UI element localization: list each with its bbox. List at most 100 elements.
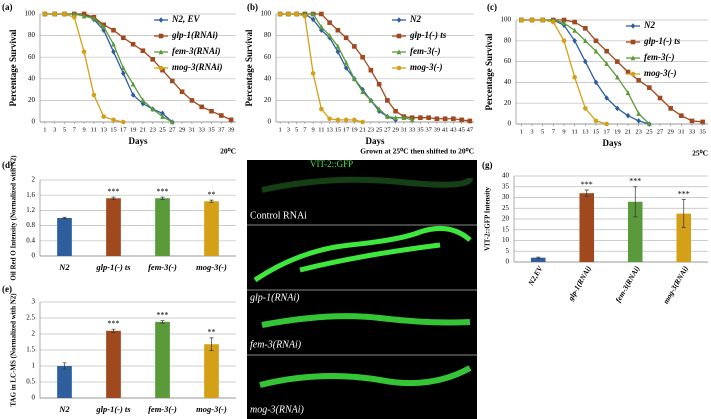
marker xyxy=(426,115,431,120)
x-tick-label: 25 xyxy=(376,126,383,133)
x-axis-label: Days xyxy=(602,138,621,148)
x-tick-label: 5 xyxy=(63,126,66,133)
significance-label: ** xyxy=(208,328,216,337)
x-tick-label: N2 xyxy=(58,262,70,272)
error-bar xyxy=(160,196,165,200)
marker xyxy=(160,110,165,117)
x-tick-label: 1 xyxy=(43,126,46,133)
marker xyxy=(130,92,136,98)
legend-marker xyxy=(396,49,402,55)
bar xyxy=(155,321,170,398)
y-tick-label: 80 xyxy=(504,36,512,44)
y-tick-label: 20 xyxy=(502,215,510,223)
marker xyxy=(583,106,588,111)
legend-label: fem-3(RNAi) xyxy=(172,46,221,56)
marker xyxy=(442,116,448,122)
marker xyxy=(529,17,535,23)
x-tick-label: 29 xyxy=(179,126,186,133)
legend-marker xyxy=(630,55,636,61)
marker xyxy=(572,19,577,25)
x-axis-label: Days xyxy=(365,136,384,146)
panel-label: (d) xyxy=(2,160,13,170)
error-bar xyxy=(536,256,541,259)
x-tick-label: 39 xyxy=(228,126,235,133)
panel-label: (g) xyxy=(482,160,493,170)
x-tick-label: 41 xyxy=(442,126,449,133)
series-line xyxy=(44,13,173,123)
x-tick-label: 27 xyxy=(384,126,391,133)
legend-label: N2 xyxy=(643,20,655,30)
bar xyxy=(57,366,72,398)
x-tick-label: N2,EV xyxy=(526,263,545,287)
x-tick-label: 25 xyxy=(646,128,653,135)
legend-marker xyxy=(158,17,164,23)
marker xyxy=(335,27,341,33)
y-tick-label: 0 xyxy=(32,252,36,260)
marker xyxy=(636,110,641,116)
y-axis-label: VIT-2::GFP Intensity xyxy=(484,186,492,251)
legend-label: mog-3(-) xyxy=(644,68,677,78)
y-tick-label: 60 xyxy=(28,53,36,61)
bar xyxy=(106,198,121,256)
legend-marker xyxy=(158,65,164,71)
y-tick-label: 20 xyxy=(264,96,272,104)
marker xyxy=(170,78,175,84)
x-tick-label: 7 xyxy=(552,128,556,135)
marker xyxy=(101,24,106,30)
x-tick-label: 21 xyxy=(625,128,632,135)
x-tick-label: fem-3(-) xyxy=(148,262,177,272)
x-tick-label: 3 xyxy=(53,126,56,133)
x-tick-label: 29 xyxy=(667,128,674,135)
marker xyxy=(700,119,705,125)
significance-label: *** xyxy=(678,189,690,198)
bar xyxy=(676,213,692,262)
marker xyxy=(335,43,341,49)
x-tick-label: 31 xyxy=(678,128,685,135)
marker xyxy=(310,71,316,76)
y-tick-label: 0 xyxy=(506,258,510,266)
marker xyxy=(121,119,126,125)
marker xyxy=(393,114,398,120)
marker xyxy=(189,98,195,103)
marker xyxy=(604,60,609,66)
x-tick-label: 35 xyxy=(208,126,215,133)
row-label: Control RNAi xyxy=(250,210,307,221)
y-tick-label: 2.5 xyxy=(26,314,35,322)
x-tick-label: 1 xyxy=(279,126,282,133)
x-tick-label: 23 xyxy=(149,126,156,133)
marker xyxy=(572,38,577,44)
row-label: glp-1(RNAi) xyxy=(250,292,300,303)
marker xyxy=(551,19,556,25)
y-tick-label: 0.5 xyxy=(26,378,35,386)
marker xyxy=(360,88,365,95)
marker xyxy=(561,38,567,44)
marker xyxy=(689,118,695,124)
marker xyxy=(179,89,185,95)
error-bar xyxy=(681,199,686,228)
marker xyxy=(121,70,126,77)
x-tick-label: 7 xyxy=(73,126,77,133)
error-bar xyxy=(62,216,67,220)
bar xyxy=(155,198,170,256)
y-tick-label: 0 xyxy=(32,118,36,126)
legend-label: fem-3(-) xyxy=(410,46,440,56)
y-axis-label: Oil Red O Intensity (Normalized with N2) xyxy=(10,155,18,281)
marker xyxy=(352,117,357,123)
x-tick-label: 27 xyxy=(169,126,176,133)
legend-marker xyxy=(396,65,402,71)
marker xyxy=(91,15,97,21)
x-tick-label: 19 xyxy=(614,128,621,135)
x-tick-label: 43 xyxy=(450,126,457,133)
y-tick-label: 100 xyxy=(261,10,272,18)
legend-marker xyxy=(396,17,402,23)
marker xyxy=(451,116,456,122)
marker xyxy=(368,97,374,103)
marker xyxy=(561,20,567,26)
marker xyxy=(572,27,577,33)
marker xyxy=(434,116,440,122)
marker xyxy=(368,67,374,73)
x-tick-label: 25 xyxy=(159,126,166,133)
x-tick-label: 23 xyxy=(635,128,642,135)
